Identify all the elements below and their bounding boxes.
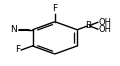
Text: N: N bbox=[11, 25, 17, 34]
Text: OH: OH bbox=[98, 18, 111, 27]
Text: B: B bbox=[85, 21, 91, 30]
Text: OH: OH bbox=[98, 25, 111, 34]
Text: F: F bbox=[52, 4, 57, 13]
Text: F: F bbox=[16, 45, 21, 54]
